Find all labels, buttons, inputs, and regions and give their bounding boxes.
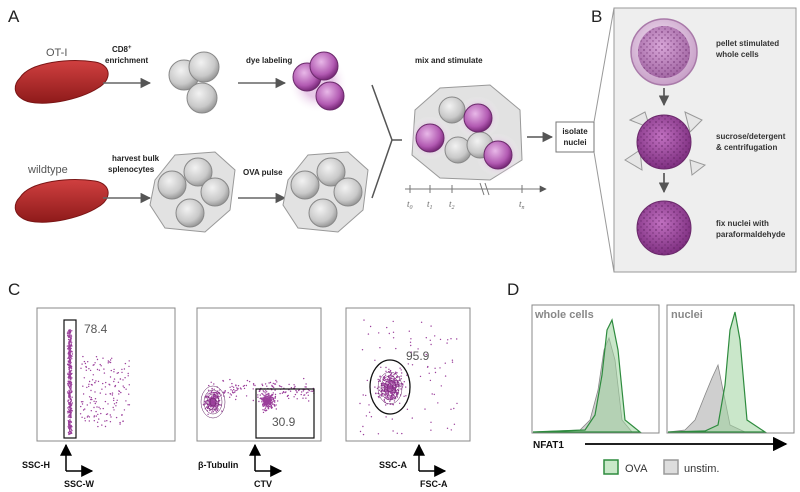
- step-mix-label: mix and stimulate: [415, 56, 483, 65]
- b-step2-line1: sucrose/detergent: [716, 132, 786, 141]
- flow-plot-ssc: [36, 307, 176, 442]
- dye-labeled-cells: [288, 51, 348, 113]
- fixed-nucleus-icon: [636, 200, 692, 256]
- cd8-enriched-cells: [168, 51, 220, 114]
- time-label-n: tn: [519, 199, 525, 211]
- legend-swatch-ova: [603, 459, 619, 475]
- density-contour: [200, 385, 226, 419]
- d-x-label: NFAT1: [533, 440, 564, 451]
- c2-y-label: β-Tubulin: [198, 460, 238, 470]
- isolate-label-2: nuclei: [563, 138, 586, 147]
- scatter-points-1: [66, 329, 131, 436]
- isolate-nuclei-box: [555, 121, 595, 153]
- time-label-1: t1: [427, 199, 433, 211]
- step-ova-label: OVA pulse: [243, 168, 283, 177]
- row2-label: wildtype: [27, 164, 68, 176]
- step-harvest-label-2: splenocytes: [108, 165, 155, 174]
- mixed-stimulated-cells: [408, 84, 523, 181]
- panel-letter-d: D: [507, 280, 519, 299]
- density-contour: [383, 379, 397, 397]
- legend-label-ova: OVA: [625, 463, 648, 475]
- b-step3-line2: paraformaldehyde: [716, 230, 786, 239]
- lysed-cell-icon: [624, 111, 707, 176]
- density-contour: [203, 389, 223, 415]
- histogram-whole-cells: [531, 304, 660, 434]
- histogram-nuclei: [666, 304, 795, 434]
- b-step3-line1: fix nuclei with: [716, 219, 769, 228]
- density-contour: [380, 375, 400, 401]
- whole-cell-icon: [630, 18, 698, 86]
- gate-rect-2: [255, 388, 315, 439]
- c2-x-label: CTV: [254, 479, 272, 489]
- step-harvest-label-1: harvest bulk: [112, 154, 160, 163]
- wildtype-spleen-icon: [14, 179, 109, 223]
- step-enrichment-label: enrichment: [105, 56, 148, 65]
- flow-plot-fsc: [345, 307, 471, 442]
- gate-value-2: 30.9: [272, 415, 296, 429]
- zoom-line-top: [593, 7, 615, 123]
- gate-value-1: 78.4: [84, 322, 108, 336]
- c1-x-label: SSC-W: [64, 479, 95, 489]
- time-label-0: t0: [407, 199, 413, 211]
- legend-label-unstim: unstim.: [684, 463, 719, 475]
- panel-letter-c: C: [8, 280, 20, 299]
- ova-histogram-1: [532, 318, 642, 433]
- gate-value-3: 95.9: [406, 349, 430, 363]
- zoom-line-bottom: [593, 151, 615, 273]
- density-contour: [206, 393, 220, 411]
- gate-ellipse-3: [369, 359, 411, 415]
- d-title-whole-cells: whole cells: [534, 309, 594, 321]
- isolate-label-1: isolate: [562, 127, 588, 136]
- ot1-spleen-icon: [14, 60, 109, 104]
- c3-y-label: SSC-A: [379, 460, 408, 470]
- b-step1-line1: pellet stimulated: [716, 39, 779, 48]
- merge-bracket: [371, 84, 393, 199]
- panel-letter-b: B: [591, 7, 602, 26]
- time-axis: [405, 182, 547, 196]
- scatter-points-3: [359, 319, 458, 436]
- density-contour: [386, 383, 394, 393]
- time-label-2: t2: [449, 199, 455, 211]
- step-cd8-label: CD8+: [112, 45, 132, 54]
- ova-pulsed-cells: [282, 151, 369, 233]
- scatter-points-2: [200, 377, 315, 419]
- step-dye-label: dye labeling: [246, 56, 292, 65]
- c1-y-label: SSC-H: [22, 460, 50, 470]
- b-step2-line2: & centrifugation: [716, 143, 777, 152]
- row1-label: OT-I: [46, 47, 67, 59]
- density-contour: [209, 397, 217, 407]
- d-title-nuclei: nuclei: [671, 309, 703, 321]
- b-step1-line2: whole cells: [715, 50, 759, 59]
- density-contour: [377, 371, 403, 405]
- c3-x-label: FSC-A: [420, 479, 448, 489]
- ova-histogram-2: [667, 311, 767, 433]
- gate-rect-1: [63, 319, 77, 439]
- flow-plot-tubulin: [196, 307, 322, 442]
- d-legend: OVA unstim.: [603, 459, 719, 475]
- bulk-splenocytes: [149, 151, 236, 233]
- legend-swatch-unstim: [663, 459, 679, 475]
- panel-letter-a: A: [8, 7, 20, 26]
